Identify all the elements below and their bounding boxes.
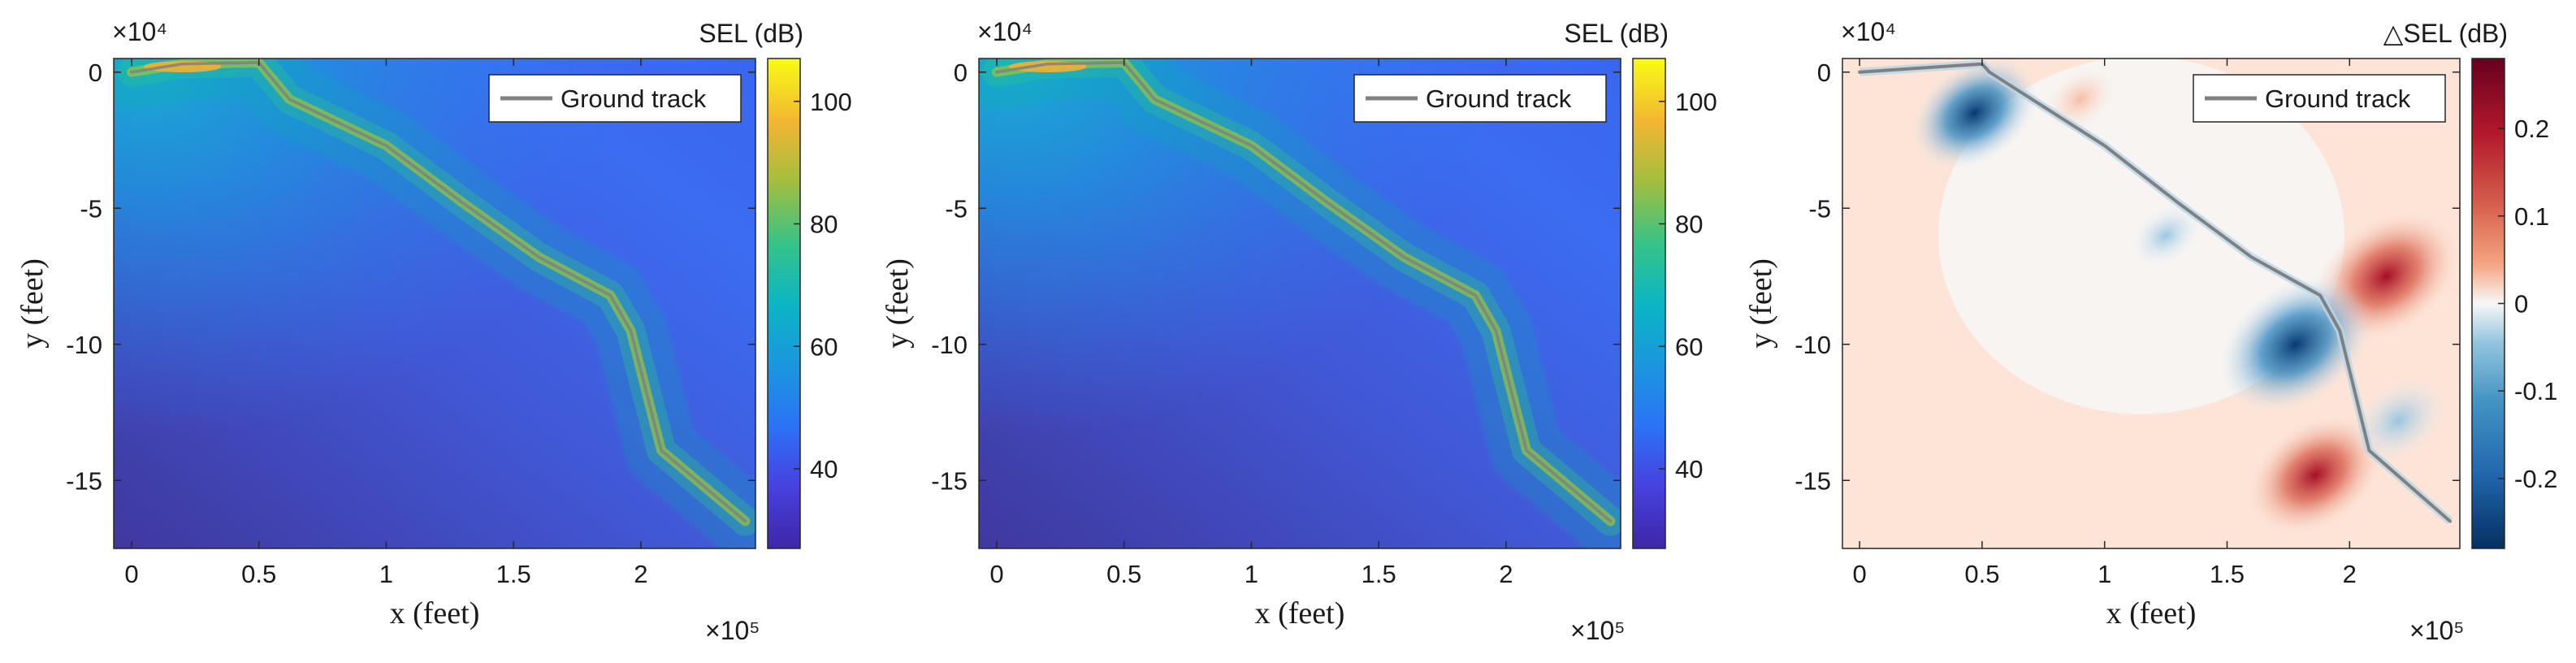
x-axis-label: x (feet)	[2106, 596, 2197, 630]
colorbar: 40 60 80 100 SEL (dB)	[1564, 19, 1717, 549]
colorbar: -0.2 -0.1 0 0.1 0.2 △SEL (dB)	[2383, 19, 2557, 549]
x-tick-label: 0.5	[241, 560, 276, 588]
x-tick-label: 0	[124, 560, 138, 588]
colorbar-tick-label: 0.2	[2514, 115, 2549, 143]
colorbar-tick-label: 0.1	[2514, 202, 2549, 231]
legend: Ground track	[1353, 74, 1607, 123]
y-tick-label: -15	[66, 466, 102, 495]
colorbar-tick-label: 0	[2514, 290, 2528, 318]
x-tick-label: 1.5	[2210, 560, 2245, 588]
x-exponent-label: ×10⁵	[1570, 616, 1626, 645]
colorbar-tick-label: -0.1	[2514, 377, 2557, 405]
field-feature-5	[2350, 377, 2447, 464]
legend-label: Ground track	[2265, 84, 2411, 113]
chart-panel-1: 0 0.5 1 1.5 2 0 -5 -10 -15 x (feet) y (feet) ×10⁴ ×1…	[15, 17, 852, 645]
x-exponent-label: ×10⁵	[705, 616, 760, 645]
x-tick-label: 2	[2343, 560, 2357, 588]
x-tick-label: 2	[634, 560, 647, 588]
field-feature-6	[2131, 204, 2201, 266]
colorbar-label: △SEL (dB)	[2383, 19, 2508, 48]
colorbar: 40 60 80 100 SEL (dB)	[699, 19, 852, 549]
x-tick-label: 0	[989, 560, 1003, 588]
ground-track-line	[1858, 62, 2452, 523]
colorbar-label: SEL (dB)	[699, 19, 803, 48]
colorbar-tick-label: 80	[810, 210, 838, 239]
ground-track-line	[130, 61, 747, 523]
y-axis-label: y (feet)	[1744, 258, 1778, 349]
y-tick-label: 0	[1817, 58, 1831, 87]
y-tick-label: -5	[1808, 194, 1831, 223]
colorbar-tick-label: 80	[1675, 210, 1703, 239]
x-tick-label: 2	[1499, 560, 1513, 588]
x-tick-label: 0	[1852, 560, 1866, 588]
chart-panel-3: 0 0.5 1 1.5 2 0 -5 -10 -15 x (feet) y (feet) ×10⁴ ×1…	[1744, 17, 2557, 645]
x-axis-label: x (feet)	[1255, 596, 1345, 630]
colorbar-scale	[767, 58, 801, 549]
y-tick-label: -5	[80, 194, 102, 223]
y-exponent-label: ×10⁴	[112, 17, 167, 46]
field-feature-3	[2219, 275, 2372, 413]
x-tick-label: 0.5	[1106, 560, 1141, 588]
x-axis-label: x (feet)	[390, 596, 480, 630]
heatmap-field	[114, 58, 755, 548]
heatmap-field	[1842, 58, 2460, 548]
axes-frame	[113, 58, 756, 549]
y-tick-label: -15	[1795, 466, 1831, 495]
y-tick-label: -10	[66, 331, 102, 359]
y-tick-label: -15	[931, 466, 968, 495]
y-tick-label: -5	[945, 194, 968, 223]
x-tick-label: 1	[379, 560, 393, 588]
y-axis-label: y (feet)	[881, 258, 915, 349]
y-tick-label: -10	[931, 331, 968, 359]
ground-track-line	[995, 61, 1613, 523]
colorbar-tick-label: 60	[810, 332, 838, 361]
x-tick-label: 1.5	[1362, 560, 1396, 588]
axes-frame	[978, 58, 1621, 549]
y-tick-label: 0	[89, 58, 102, 87]
x-tick-label: 1	[1245, 560, 1258, 588]
field-feature-4	[2248, 415, 2383, 535]
legend: Ground track	[2193, 74, 2446, 123]
colorbar-tick-label: 100	[1675, 88, 1717, 116]
colorbar-tick-label: -0.2	[2514, 465, 2557, 493]
x-tick-label: 1	[2098, 560, 2111, 588]
y-tick-label: -10	[1795, 331, 1831, 359]
heatmap-field	[979, 58, 1621, 548]
x-exponent-label: ×10⁵	[2409, 616, 2465, 645]
y-axis-label: y (feet)	[15, 258, 50, 349]
legend: Ground track	[488, 74, 742, 123]
legend-label: Ground track	[561, 84, 707, 113]
x-tick-label: 1.5	[496, 560, 531, 588]
colorbar-tick-label: 100	[810, 88, 852, 116]
colorbar-scale	[1632, 58, 1666, 549]
y-tick-label: 0	[954, 58, 968, 87]
colorbar-tick-label: 60	[1675, 332, 1703, 361]
y-exponent-label: ×10⁴	[1841, 17, 1896, 46]
colorbar-tick-label: 40	[1675, 455, 1703, 483]
x-tick-label: 0.5	[1964, 560, 1999, 588]
y-exponent-label: ×10⁴	[977, 17, 1033, 46]
chart-panel-2: 0 0.5 1 1.5 2 0 -5 -10 -15 x (feet) y (feet) ×10⁴ ×1…	[881, 17, 1717, 645]
colorbar-tick-label: 40	[810, 455, 838, 483]
colorbar-label: SEL (dB)	[1564, 19, 1669, 48]
legend-label: Ground track	[1426, 84, 1572, 113]
axes-frame	[1842, 58, 2461, 549]
